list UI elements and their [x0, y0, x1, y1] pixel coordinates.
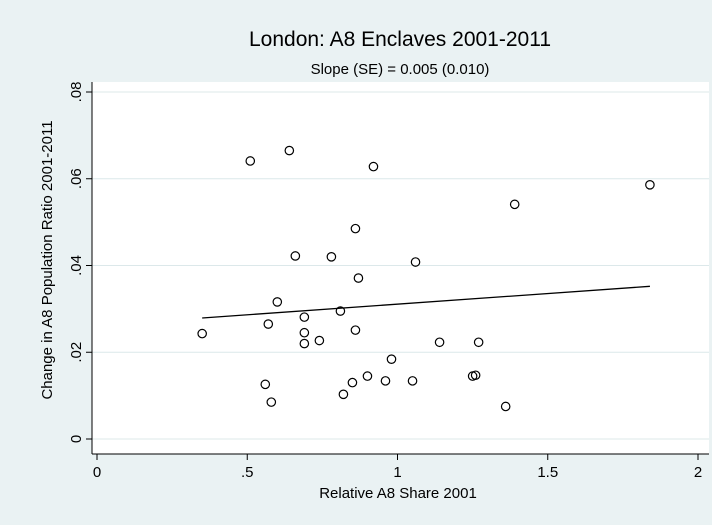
data-point	[272, 297, 283, 307]
data-point	[266, 397, 277, 407]
data-points	[197, 145, 655, 412]
data-point	[245, 156, 256, 166]
data-point	[386, 354, 397, 364]
x-tick-label: 2	[694, 464, 702, 481]
x-tick-label: 1	[393, 464, 401, 481]
fit-line	[202, 285, 650, 319]
data-point	[335, 306, 346, 316]
x-axis-label: Relative A8 Share 2001	[319, 485, 477, 502]
data-point	[380, 376, 391, 386]
x-tick-label: 0	[93, 464, 101, 481]
data-point	[509, 199, 520, 210]
data-point	[314, 335, 325, 346]
data-point	[290, 251, 301, 261]
data-point	[407, 376, 418, 386]
data-point	[299, 327, 310, 338]
chart-title: London: A8 Enclaves 2001-2011	[249, 28, 551, 51]
data-point	[284, 145, 295, 156]
data-point	[362, 371, 373, 381]
data-point	[353, 273, 364, 283]
data-point	[338, 389, 349, 400]
data-point	[263, 319, 274, 329]
y-tick-label: .06	[68, 168, 85, 189]
grid-lines	[92, 91, 709, 440]
data-point	[410, 257, 421, 267]
data-point	[473, 337, 484, 348]
data-point	[350, 223, 361, 234]
y-axis-label: Change in A8 Population Ratio 2001-2011	[39, 120, 56, 399]
y-tick-label: .08	[68, 82, 85, 103]
data-point	[368, 161, 379, 172]
y-tick-label: .04	[68, 255, 85, 276]
data-point	[434, 337, 445, 348]
axes: 0 .02 .04 .06 .08 0 .5 1 1.5 2	[68, 82, 709, 481]
data-point	[500, 401, 511, 412]
x-tick-label: 1.5	[537, 464, 558, 481]
data-point	[299, 338, 310, 349]
plot-area	[92, 82, 709, 454]
data-point	[326, 252, 337, 262]
data-point	[470, 370, 481, 381]
y-tick-label: 0	[68, 435, 85, 443]
fit-line-group	[202, 285, 650, 319]
x-tick-label: .5	[241, 464, 254, 481]
chart-subtitle: Slope (SE) = 0.005 (0.010)	[311, 61, 490, 78]
data-point	[260, 379, 271, 390]
y-tick-label: .02	[68, 342, 85, 363]
data-point	[299, 312, 310, 322]
data-point	[197, 328, 207, 339]
data-point	[645, 180, 655, 190]
data-point	[350, 325, 361, 335]
data-point	[347, 377, 358, 388]
